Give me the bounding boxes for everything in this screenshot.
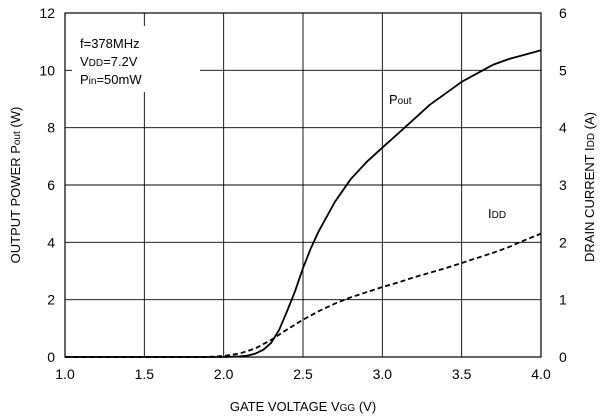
y-left-axis-title: OUTPUT POWER Pout (W)	[8, 107, 23, 264]
y-left-axis-title-sub: out	[12, 131, 23, 145]
x-tick-label: 1.0	[55, 366, 75, 382]
series-Pout	[65, 49, 542, 358]
x-axis-title-sub: GG	[340, 403, 356, 414]
plot-border	[64, 12, 542, 358]
y-left-axis-title-main: OUTPUT POWER P	[8, 145, 23, 263]
y-left-tick-label: 6	[47, 177, 55, 193]
x-tick-label: 2.0	[214, 366, 234, 382]
y-right-axis-title-main: DRAIN CURRENT I	[582, 147, 597, 262]
y-left-tick-label: 2	[47, 292, 55, 308]
series-label-Pout-main: P	[389, 92, 398, 107]
x-tick-label: 3.5	[452, 366, 472, 382]
condition-line-sub: in	[89, 76, 97, 87]
series-label-Pout-sub: out	[398, 96, 412, 107]
y-left-tick-label: 10	[39, 62, 55, 78]
condition-line: Pin=50mW	[80, 72, 142, 87]
y-right-tick-label: 2	[559, 234, 567, 250]
y-right-tick-label: 4	[559, 120, 567, 136]
condition-line-main: V	[80, 54, 89, 69]
x-tick-label: 2.5	[293, 366, 313, 382]
series-layer	[65, 49, 542, 358]
y-left-tick-label: 8	[47, 120, 55, 136]
series-line-Pout	[65, 49, 542, 358]
y-right-tick-label: 6	[559, 5, 567, 21]
condition-line-sub: DD	[89, 58, 103, 69]
x-axis-title-tail: (V)	[355, 399, 376, 414]
y-right-tick-label: 1	[559, 292, 567, 308]
plot-frame	[64, 12, 542, 358]
series-label-Pout: Pout	[389, 92, 412, 107]
series-label-IDD-main: I	[488, 206, 492, 221]
series-label-IDD-sub: DD	[492, 210, 506, 221]
y-left-tick-label: 0	[47, 349, 55, 365]
y-right-axis-title-sub: DD	[586, 133, 597, 147]
condition-line-tail: =50mW	[96, 72, 142, 87]
y-left-tick-label: 12	[39, 5, 55, 21]
axis-title-layer: GATE VOLTAGE VGG (V) OUTPUT POWER Pout (W…	[8, 107, 597, 414]
x-tick-label: 1.5	[135, 366, 155, 382]
x-axis-title: GATE VOLTAGE VGG (V)	[230, 399, 376, 414]
condition-line-main: P	[80, 72, 89, 87]
x-tick-label: 4.0	[531, 366, 551, 382]
series-line-IDD	[65, 232, 542, 358]
condition-line-main: f=378MHz	[80, 36, 140, 51]
series-label-IDD: IDD	[488, 206, 506, 221]
y-right-axis-title: DRAIN CURRENT IDD (A)	[582, 112, 597, 262]
condition-line: f=378MHz	[80, 36, 140, 51]
y-right-tick-label: 0	[559, 349, 567, 365]
y-left-tick-label: 4	[47, 234, 55, 250]
series-IDD	[65, 232, 542, 358]
y-right-tick-label: 5	[559, 62, 567, 78]
grid-lines	[65, 13, 541, 357]
conditions-box	[72, 26, 200, 92]
x-axis-title-main: GATE VOLTAGE V	[230, 399, 340, 414]
y-left-axis-title-tail: (W)	[8, 107, 23, 132]
y-right-tick-label: 3	[559, 177, 567, 193]
condition-line: VDD=7.2V	[80, 54, 138, 69]
x-tick-label: 3.0	[373, 366, 393, 382]
y-right-axis-title-tail: (A)	[582, 112, 597, 133]
condition-line-tail: =7.2V	[103, 54, 138, 69]
